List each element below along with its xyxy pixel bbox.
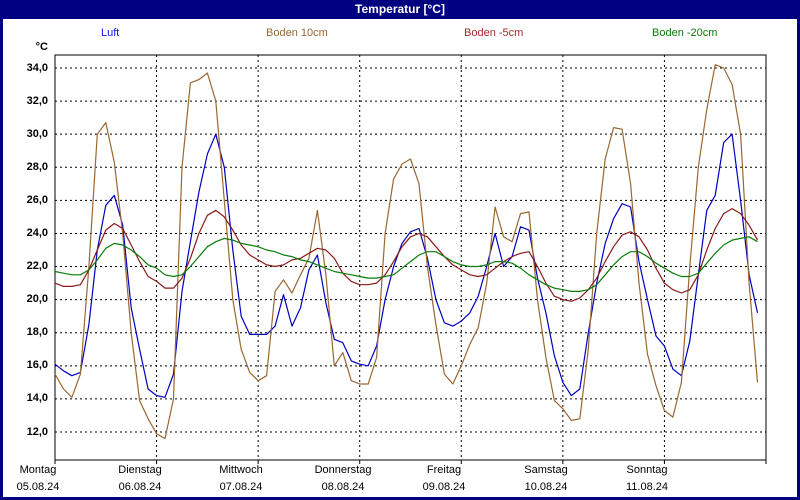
date-label: 06.08.24 — [118, 481, 162, 493]
x-day-label-dienstag: Dienstag 06.08.24 — [95, 464, 185, 493]
weekday-label: Montag — [19, 464, 57, 476]
weekday-label: Donnerstag — [314, 464, 372, 476]
x-day-label-montag: Montag 05.08.24 — [0, 464, 83, 493]
y-axis-unit: °C — [35, 41, 48, 53]
legend-label-boden-10cm: Boden 10cm — [266, 27, 328, 39]
y-tick-label: 22,0 — [26, 260, 48, 272]
weekday-label: Freitag — [426, 464, 462, 476]
date-label: 09.08.24 — [422, 481, 466, 493]
series-line-boden-5cm — [54, 208, 759, 302]
legend-item-boden-minus5cm: Boden -5cm — [464, 26, 523, 40]
legend-item-boden-10cm: Boden 10cm — [266, 26, 328, 40]
x-day-label-donnerstag: Donnerstag 08.08.24 — [298, 464, 388, 493]
y-tick-label: 24,0 — [26, 227, 48, 239]
y-tick-label: 34,0 — [26, 62, 48, 74]
series-line-luft — [54, 133, 759, 398]
chart-title: Temperatur [°C] — [355, 2, 445, 16]
legend-item-luft: Luft — [101, 26, 119, 40]
date-label: 11.08.24 — [625, 481, 668, 493]
date-label: 07.08.24 — [219, 481, 263, 493]
y-tick-label: 20,0 — [26, 293, 48, 305]
plot-border — [54, 54, 767, 461]
x-day-label-sonntag: Sonntag 11.08.24 — [602, 464, 692, 493]
date-label: 10.08.24 — [524, 481, 568, 493]
y-tick-label: 32,0 — [26, 95, 48, 107]
y-tick-label: 16,0 — [26, 359, 48, 371]
y-tick-label: 18,0 — [26, 326, 48, 338]
weekday-label: Dienstag — [118, 464, 162, 476]
legend-item-boden-minus20cm: Boden -20cm — [652, 26, 717, 40]
title-bar: Temperatur [°C] — [0, 0, 800, 19]
legend-label-luft: Luft — [101, 27, 120, 39]
x-day-label-freitag: Freitag 09.08.24 — [399, 464, 489, 493]
y-tick-label: 30,0 — [26, 128, 48, 140]
legend-label-boden-minus20cm: Boden -20cm — [652, 27, 718, 39]
y-tick-label: 12,0 — [26, 426, 48, 438]
series-line-boden-20cm — [54, 236, 758, 292]
x-day-label-samstag: Samstag 10.08.24 — [501, 464, 591, 493]
legend-label-boden-minus5cm: Boden -5cm — [464, 27, 524, 39]
weekday-label: Mittwoch — [219, 464, 263, 476]
y-tick-label: 14,0 — [26, 392, 48, 404]
weekday-label: Sonntag — [626, 464, 668, 476]
y-tick-label: 28,0 — [26, 161, 48, 173]
weekday-label: Samstag — [524, 464, 568, 476]
series-line-boden-10cm — [54, 64, 759, 440]
date-label: 08.08.24 — [321, 481, 365, 493]
chart-area — [3, 19, 797, 497]
date-label: 05.08.24 — [16, 481, 60, 493]
y-tick-label: 26,0 — [26, 194, 48, 206]
x-day-label-mittwoch: Mittwoch 07.08.24 — [196, 464, 286, 493]
